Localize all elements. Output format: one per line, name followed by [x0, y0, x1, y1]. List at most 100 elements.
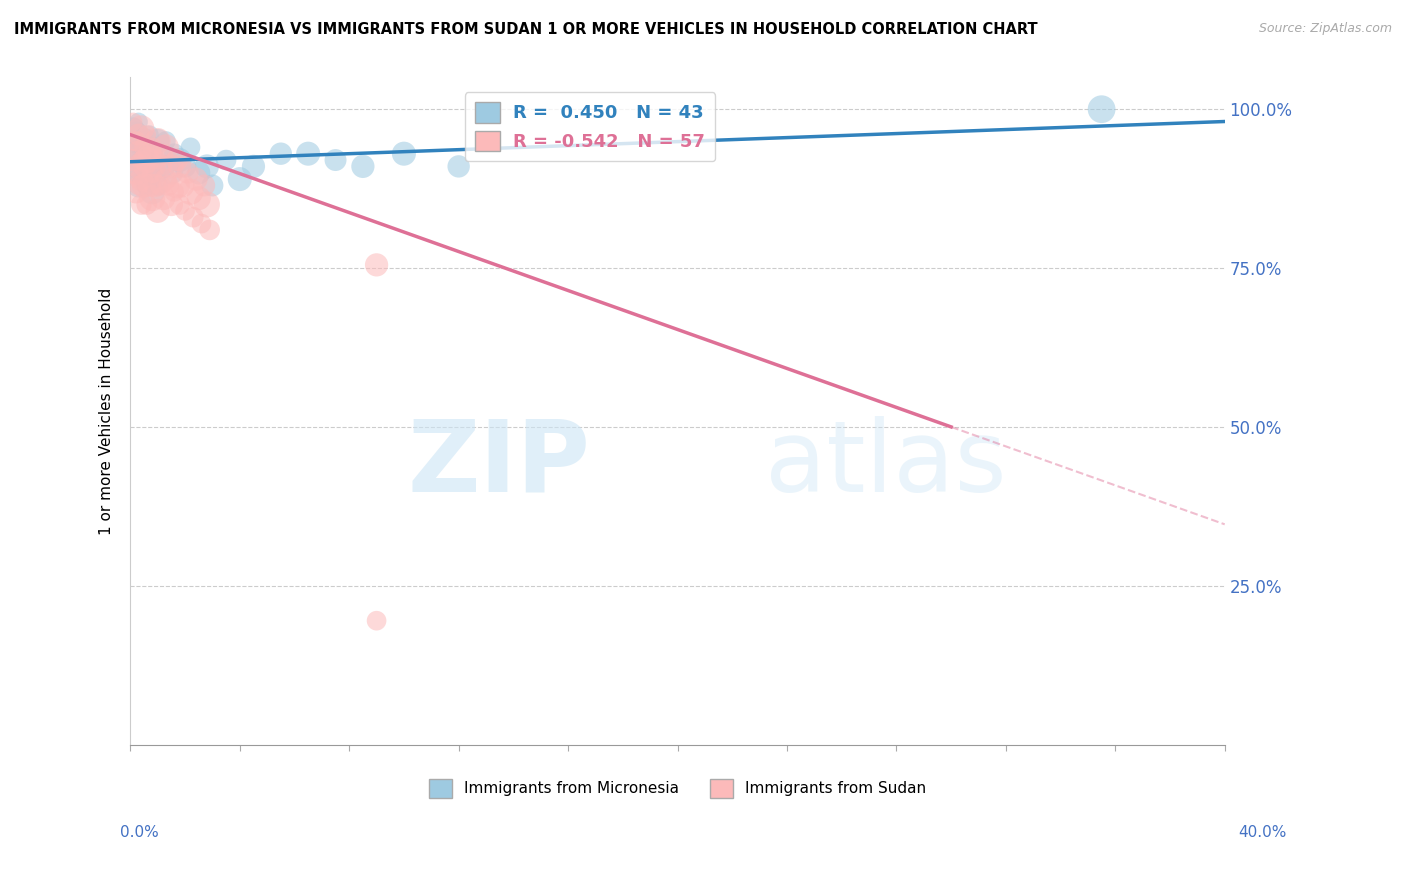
- Point: [128, 160, 150, 174]
- Point: [181, 211, 204, 225]
- Point: [132, 140, 155, 154]
- Point: [242, 160, 264, 174]
- Point: [132, 134, 155, 148]
- Point: [143, 160, 166, 174]
- Point: [169, 197, 191, 211]
- Point: [187, 191, 209, 205]
- Point: [132, 153, 155, 167]
- Point: [129, 197, 152, 211]
- Point: [129, 166, 152, 180]
- Point: [129, 153, 152, 167]
- Text: 0.0%: 0.0%: [120, 825, 159, 840]
- Point: [297, 146, 319, 161]
- Point: [129, 172, 152, 186]
- Point: [166, 178, 188, 193]
- Point: [132, 160, 155, 174]
- Point: [132, 172, 155, 186]
- Point: [193, 178, 215, 193]
- Point: [152, 191, 174, 205]
- Point: [215, 153, 238, 167]
- Point: [128, 178, 150, 193]
- Text: 40.0%: 40.0%: [1239, 825, 1286, 840]
- Point: [135, 128, 157, 142]
- Point: [135, 197, 157, 211]
- Point: [138, 128, 160, 142]
- Point: [125, 185, 148, 199]
- Point: [155, 140, 177, 154]
- Point: [152, 160, 174, 174]
- Point: [138, 160, 160, 174]
- Point: [129, 121, 152, 136]
- Point: [366, 258, 388, 272]
- Point: [125, 160, 148, 174]
- Point: [160, 166, 183, 180]
- Point: [141, 191, 163, 205]
- Point: [135, 153, 157, 167]
- Point: [128, 153, 150, 167]
- Text: atlas: atlas: [765, 416, 1007, 513]
- Point: [169, 153, 191, 167]
- Point: [160, 160, 183, 174]
- Text: ZIP: ZIP: [408, 416, 591, 513]
- Point: [141, 146, 163, 161]
- Point: [201, 178, 224, 193]
- Y-axis label: 1 or more Vehicles in Household: 1 or more Vehicles in Household: [100, 287, 114, 534]
- Point: [174, 160, 197, 174]
- Point: [146, 178, 169, 193]
- Point: [190, 217, 212, 231]
- Point: [122, 134, 145, 148]
- Point: [128, 146, 150, 161]
- Point: [184, 172, 207, 186]
- Text: IMMIGRANTS FROM MICRONESIA VS IMMIGRANTS FROM SUDAN 1 OR MORE VEHICLES IN HOUSEH: IMMIGRANTS FROM MICRONESIA VS IMMIGRANTS…: [14, 22, 1038, 37]
- Point: [146, 203, 169, 218]
- Point: [129, 140, 152, 154]
- Point: [149, 160, 172, 174]
- Point: [229, 172, 252, 186]
- Point: [122, 134, 145, 148]
- Point: [125, 166, 148, 180]
- Point: [132, 178, 155, 193]
- Point: [125, 146, 148, 161]
- Point: [172, 178, 194, 193]
- Point: [166, 153, 188, 167]
- Point: [146, 153, 169, 167]
- Point: [125, 134, 148, 148]
- Point: [174, 203, 197, 218]
- Point: [152, 146, 174, 161]
- Point: [149, 178, 172, 193]
- Point: [325, 153, 347, 167]
- Point: [195, 197, 218, 211]
- Point: [198, 223, 221, 237]
- Point: [146, 134, 169, 148]
- Point: [125, 128, 148, 142]
- Point: [187, 166, 209, 180]
- Point: [141, 166, 163, 180]
- Point: [141, 140, 163, 154]
- Point: [163, 146, 186, 161]
- Point: [149, 146, 172, 161]
- Point: [157, 178, 180, 193]
- Point: [143, 178, 166, 193]
- Point: [135, 178, 157, 193]
- Point: [177, 166, 200, 180]
- Point: [352, 160, 374, 174]
- Text: Source: ZipAtlas.com: Source: ZipAtlas.com: [1258, 22, 1392, 36]
- Point: [169, 160, 191, 174]
- Point: [143, 166, 166, 180]
- Point: [138, 178, 160, 193]
- Point: [146, 134, 169, 148]
- Point: [180, 140, 202, 154]
- Point: [155, 172, 177, 186]
- Point: [128, 178, 150, 193]
- Point: [447, 160, 470, 174]
- Point: [122, 121, 145, 136]
- Point: [135, 140, 157, 154]
- Point: [160, 197, 183, 211]
- Point: [392, 146, 415, 161]
- Point: [141, 185, 163, 199]
- Point: [128, 115, 150, 129]
- Legend: Immigrants from Micronesia, Immigrants from Sudan: Immigrants from Micronesia, Immigrants f…: [423, 772, 932, 804]
- Point: [1090, 102, 1112, 116]
- Point: [155, 134, 177, 148]
- Point: [122, 153, 145, 167]
